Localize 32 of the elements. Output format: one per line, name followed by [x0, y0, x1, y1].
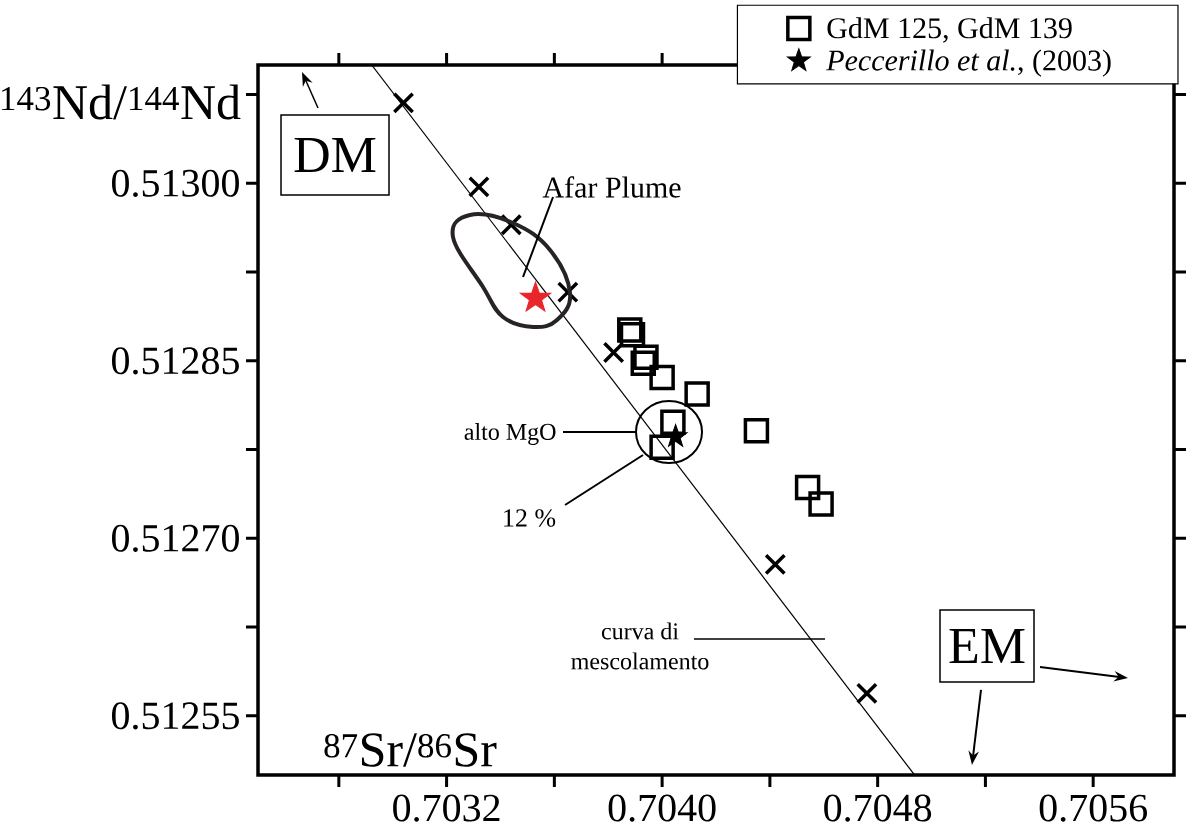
x-axis-title: $^{87}$Sr/$^{86}$Sr: [324, 733, 497, 767]
point: [684, 381, 710, 407]
annotation: alto MgO: [464, 423, 556, 445]
y-tick-label: 0.51285: [112, 347, 239, 375]
x-tick-label: 0.7048: [824, 794, 932, 822]
point: [602, 341, 625, 364]
point: [519, 281, 552, 312]
x-tick-label: 0.7056: [1039, 794, 1147, 822]
annotation: DM: [294, 137, 376, 173]
point: [633, 344, 659, 371]
point: [467, 175, 490, 198]
point: [649, 364, 675, 391]
annotation: EM: [949, 628, 1025, 664]
point: [743, 417, 770, 444]
y-axis-title: $^{143}$Nd/$^{144}$Nd: [2, 84, 241, 120]
point: [630, 350, 657, 376]
point: [649, 434, 675, 460]
legend-label: GdM 125, GdM 139: [827, 17, 1072, 43]
point: [855, 682, 878, 705]
point: [764, 553, 787, 576]
y-tick-label: 0.51255: [112, 702, 239, 730]
point: [808, 491, 834, 517]
annotation: curva di mescolamento: [571, 622, 709, 670]
annotation: 12 %: [504, 509, 556, 527]
x-tick-label: 0.7040: [608, 794, 716, 822]
y-tick-label: 0.51270: [112, 524, 239, 552]
legend-label: Peccerillo et al., (2003): [826, 49, 1111, 77]
point: [794, 474, 821, 501]
annotation: Afar Plume: [542, 176, 681, 198]
point: [392, 91, 415, 114]
x-tick-label: 0.7032: [393, 794, 500, 822]
y-tick-label: 0.51300: [112, 169, 239, 197]
